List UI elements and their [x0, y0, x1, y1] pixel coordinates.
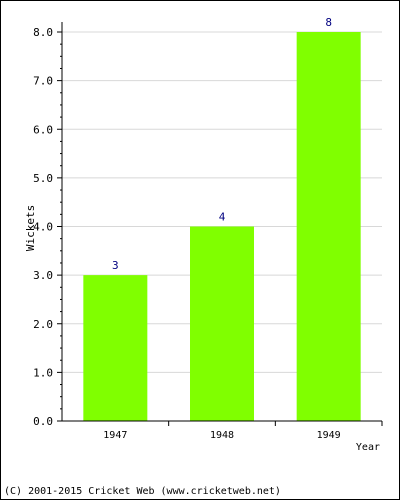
y-tick-label: 1.0 — [33, 366, 53, 379]
x-axis-label: Year — [356, 442, 380, 453]
y-tick-label: 4.0 — [33, 221, 53, 234]
bars — [83, 32, 361, 421]
x-tick-label: 1947 — [103, 430, 127, 441]
bar-1949 — [296, 32, 361, 421]
y-ticks: 0.0 1.0 2.0 3.0 4.0 5.0 6.0 7.0 8.0 — [33, 26, 62, 428]
y-tick-label: 8.0 — [33, 26, 53, 39]
x-ticks: 1947 1948 1949 — [103, 421, 383, 441]
data-label: 8 — [325, 16, 332, 29]
x-tick-label: 1948 — [210, 430, 234, 441]
y-tick-label: 3.0 — [33, 269, 53, 282]
bar-1947 — [83, 275, 148, 421]
y-tick-label: 2.0 — [33, 318, 53, 331]
data-label: 4 — [219, 211, 226, 224]
y-axis-label: Wickets — [24, 205, 37, 251]
x-tick-label: 1949 — [317, 430, 341, 441]
data-labels: 3 4 8 — [112, 16, 332, 272]
y-tick-label: 7.0 — [33, 75, 53, 88]
data-label: 3 — [112, 259, 119, 272]
y-tick-label: 5.0 — [33, 172, 53, 185]
y-tick-label: 0.0 — [33, 415, 53, 428]
y-tick-label: 6.0 — [33, 123, 53, 136]
bar-1948 — [190, 226, 254, 421]
axes — [61, 22, 382, 422]
copyright-text: (C) 2001-2015 Cricket Web (www.cricketwe… — [4, 486, 281, 497]
